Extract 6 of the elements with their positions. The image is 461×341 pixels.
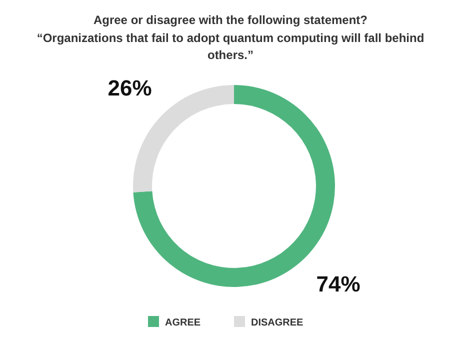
legend-label: DISAGREE <box>251 318 304 328</box>
legend-label: AGREE <box>165 318 201 328</box>
data-label: 26% <box>108 76 152 101</box>
chart-title: Agree or disagree with the following statement? <box>93 13 368 27</box>
data-label: 74% <box>316 271 360 296</box>
chart-subtitle: “Organizations that fail to adopt quantum computing will fall behind others.” <box>36 31 424 62</box>
